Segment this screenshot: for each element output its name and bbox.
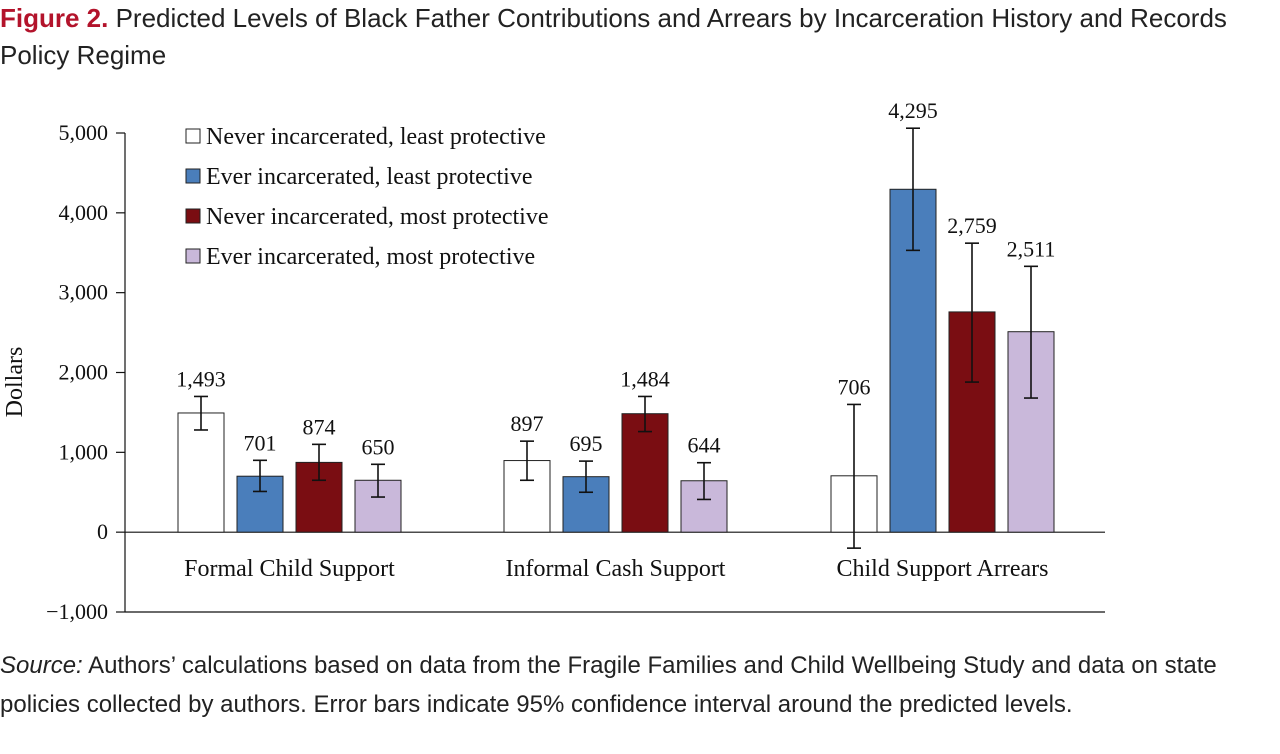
y-tick-label: 0	[97, 519, 108, 544]
data-label: 701	[244, 430, 277, 455]
data-label: 1,484	[620, 366, 670, 391]
data-label: 1,493	[176, 366, 226, 391]
data-label: 706	[838, 374, 871, 399]
legend-swatch	[185, 248, 201, 264]
y-tick-label: 5,000	[59, 120, 109, 145]
data-label: 695	[570, 431, 603, 456]
legend: Never incarcerated, least protective Ever…	[185, 124, 549, 270]
data-label: 4,295	[888, 98, 938, 123]
data-label: 650	[362, 434, 395, 459]
y-tick-label: 4,000	[59, 200, 109, 225]
y-tick-label: 2,000	[59, 360, 109, 385]
data-label: 2,511	[1007, 236, 1056, 261]
bar	[621, 413, 669, 533]
data-label: 644	[688, 433, 721, 458]
figure-label: Figure 2.	[0, 3, 109, 33]
source-text: Authors’ calculations based on data from…	[0, 652, 1217, 718]
x-axis-category-labels: Formal Child Support Informal Cash Suppor…	[184, 556, 1048, 582]
legend-swatch	[185, 208, 201, 224]
y-axis-label: Dollars	[2, 347, 28, 418]
legend-label: Never incarcerated, most protective	[206, 204, 549, 230]
data-label: 897	[511, 411, 544, 436]
legend-swatch	[185, 128, 201, 144]
category-label: Child Support Arrears	[837, 556, 1049, 582]
category-label: Informal Cash Support	[506, 556, 726, 582]
figure-title-text: Predicted Levels of Black Father Contrib…	[0, 3, 1227, 70]
y-tick-label: −1,000	[46, 599, 108, 624]
legend-label: Ever incarcerated, most protective	[206, 244, 535, 270]
legend-label: Never incarcerated, least protective	[206, 124, 546, 150]
bar	[177, 412, 225, 533]
data-label: 2,759	[947, 213, 997, 238]
bars-layer: 1,493 701 874 650 897 695 1,484 644 706 4,295 2,75…	[176, 98, 1056, 549]
data-label: 874	[303, 414, 336, 439]
legend-swatch	[185, 168, 201, 184]
bar-chart: −1,000 0 1,000 2,000 3,000 4,000 5,000 1,493 70…	[2, 98, 1105, 624]
y-tick-label: 3,000	[59, 280, 109, 305]
source-label: Source:	[0, 652, 83, 679]
category-label: Formal Child Support	[184, 556, 395, 582]
source-note: Source: Authors’ calculations based on d…	[0, 646, 1275, 724]
legend-label: Ever incarcerated, least protective	[206, 164, 532, 190]
y-axis: −1,000 0 1,000 2,000 3,000 4,000 5,000	[46, 120, 1105, 624]
figure-title: Figure 2. Predicted Levels of Black Fath…	[0, 0, 1260, 74]
y-tick-label: 1,000	[59, 439, 109, 464]
